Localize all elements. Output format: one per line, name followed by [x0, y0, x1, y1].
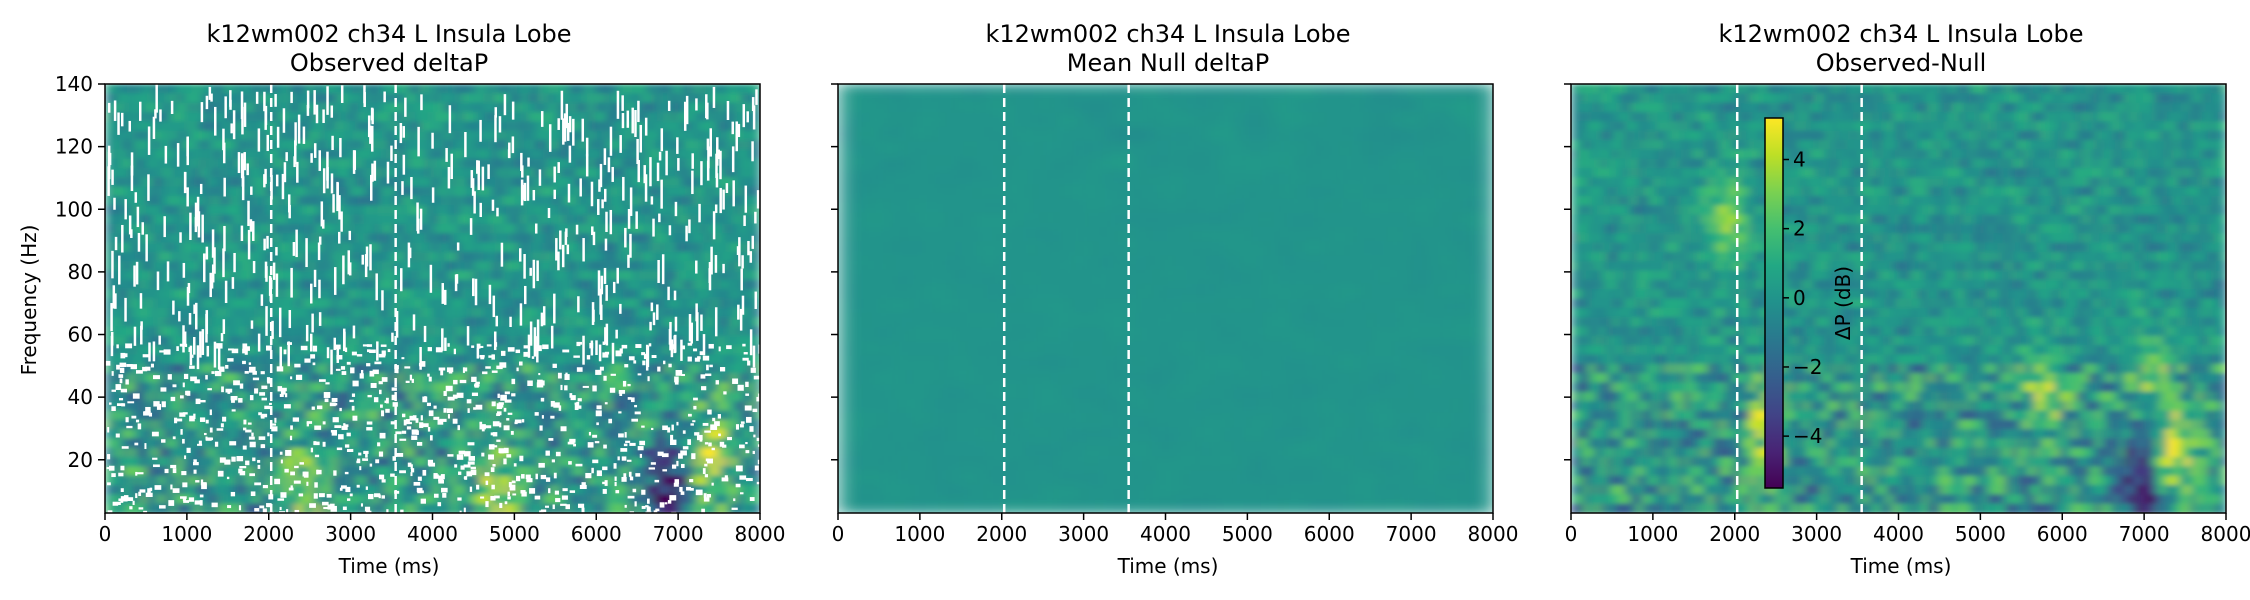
x-tick-label: 8000 [1468, 522, 1519, 546]
panel1-title-line2: Observed deltaP [290, 49, 488, 77]
colorbar-tick-label: 4 [1793, 147, 1806, 171]
y-tick-label: 60 [68, 323, 93, 347]
x-tick-label: 7000 [1386, 522, 1437, 546]
x-tick-label: 2000 [243, 522, 294, 546]
panel2-title-line1: k12wm002 ch34 L Insula Lobe [985, 20, 1350, 48]
colorbar: 4 2 0 −2 −4 ΔP (dB) [1764, 117, 1855, 489]
panel3-title-line1: k12wm002 ch34 L Insula Lobe [1718, 20, 2083, 48]
panel1-title-line1: k12wm002 ch34 L Insula Lobe [206, 20, 571, 48]
x-tick-label: 8000 [2201, 522, 2250, 546]
x-tick-label: 5000 [489, 522, 540, 546]
y-tick-label: 40 [68, 385, 93, 409]
panel-mean-null: k12wm002 ch34 L Insula Lobe Mean Null de… [831, 20, 1518, 578]
panel1-heatmap [105, 84, 760, 513]
panel2-heatmap [838, 84, 1493, 513]
x-tick-label: 2000 [1709, 522, 1760, 546]
colorbar-ticks: 4 2 0 −2 −4 [1783, 147, 1822, 448]
x-tick-label: 1000 [1627, 522, 1678, 546]
panel2-xlabel: Time (ms) [1117, 554, 1219, 578]
colorbar-tick-label: 2 [1793, 217, 1806, 241]
x-tick-label: 1000 [894, 522, 945, 546]
panel2-axes: 0 1000 2000 3000 4000 5000 6000 7000 8000 [831, 83, 1519, 546]
x-tick-label: 4000 [1140, 522, 1191, 546]
panel-observed: k12wm002 ch34 L Insula Lobe Observed del… [17, 20, 785, 578]
x-tick-label: 7000 [2119, 522, 2170, 546]
panel1-ylabel: Frequency (Hz) [17, 225, 41, 376]
x-tick-label: 5000 [1955, 522, 2006, 546]
x-tick-label: 3000 [1791, 522, 1842, 546]
panel-observed-minus-null: k12wm002 ch34 L Insula Lobe Observed-Nul… [1564, 20, 2250, 578]
panel3-xlabel: Time (ms) [1850, 554, 1952, 578]
x-tick-label: 3000 [1058, 522, 1109, 546]
x-tick-label: 0 [99, 522, 112, 546]
panel3-title-line2: Observed-Null [1816, 49, 1987, 77]
x-tick-label: 0 [832, 522, 845, 546]
panel3-heatmap [1571, 84, 2226, 513]
y-tick-label: 80 [68, 260, 93, 284]
x-tick-label: 3000 [325, 522, 376, 546]
panel3-axes: 0 1000 2000 3000 4000 5000 6000 7000 8000 [1564, 83, 2250, 546]
colorbar-tick-label: 0 [1793, 286, 1806, 310]
colorbar-label: ΔP (dB) [1831, 266, 1855, 340]
x-tick-label: 2000 [976, 522, 1027, 546]
x-tick-label: 1000 [161, 522, 212, 546]
y-tick-label: 20 [68, 448, 93, 472]
panel1-axes: 0 1000 2000 3000 4000 5000 6000 7000 8000 20 40 60 8… [55, 72, 786, 546]
colorbar-gradient [1764, 117, 1784, 489]
x-tick-label: 6000 [571, 522, 622, 546]
colorbar-tick-label: −2 [1793, 355, 1822, 379]
panel1-xlabel: Time (ms) [338, 554, 440, 578]
y-tick-label: 120 [55, 135, 93, 159]
y-tick-label: 100 [55, 197, 93, 221]
x-tick-label: 6000 [1304, 522, 1355, 546]
x-tick-label: 6000 [2037, 522, 2088, 546]
x-tick-label: 8000 [735, 522, 786, 546]
y-tick-label: 140 [55, 72, 93, 96]
x-tick-label: 7000 [653, 522, 704, 546]
colorbar-tick-label: −4 [1793, 424, 1822, 448]
x-tick-label: 5000 [1222, 522, 1273, 546]
x-tick-label: 4000 [407, 522, 458, 546]
panel2-title-line2: Mean Null deltaP [1067, 49, 1269, 77]
x-tick-label: 0 [1565, 522, 1578, 546]
x-tick-label: 4000 [1873, 522, 1924, 546]
